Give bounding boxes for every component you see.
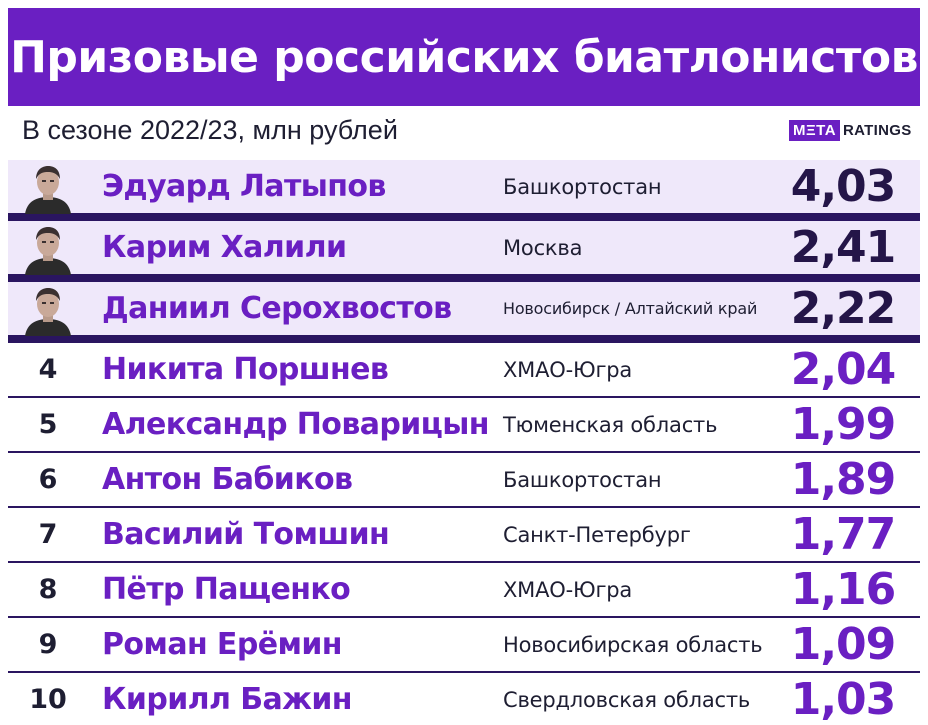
meta-ratings-logo: MΞTA RATINGS (789, 119, 912, 141)
prize-value: 2,04 (790, 344, 897, 395)
table-row: 9 Роман Ерёмин Новосибирская область 1,09 (8, 618, 920, 671)
athlete-photo (25, 288, 71, 336)
athlete-region: Санкт-Петербург (503, 522, 691, 547)
rank-number: 4 (38, 354, 58, 385)
athlete-name: Василий Томшин (102, 517, 390, 552)
rank-cell: 7 (8, 508, 88, 561)
athlete-name: Даниил Серохвостов (102, 291, 452, 326)
athlete-name: Антон Бабиков (102, 462, 353, 497)
row-divider (8, 335, 920, 343)
ranking-table: Эдуард Латыпов Башкортостан 4,03 Карим Хали… (8, 160, 920, 725)
rank-cell: 6 (8, 453, 88, 506)
row-divider (8, 671, 920, 673)
rank-number: 5 (38, 409, 58, 440)
prize-value: 2,22 (790, 283, 897, 334)
rank-number: 6 (38, 464, 58, 495)
row-divider (8, 396, 920, 398)
table-row: Карим Халили Москва 2,41 (8, 221, 920, 275)
rank-cell (8, 282, 88, 336)
row-divider (8, 213, 920, 221)
subtitle: В сезоне 2022/23, млн рублей (22, 115, 398, 145)
athlete-photo (25, 227, 71, 275)
prize-value: 1,89 (790, 454, 897, 505)
athlete-region: Тюменская область (503, 412, 718, 437)
table-row: 5 Александр Поварицын Тюменская область 1,9… (8, 398, 920, 451)
athlete-name: Роман Ерёмин (102, 627, 343, 662)
rank-cell: 4 (8, 343, 88, 396)
rank-cell: 5 (8, 398, 88, 451)
header-banner: Призовые российских биатлонистов (8, 8, 920, 106)
rank-cell (8, 160, 88, 214)
athlete-name: Карим Халили (102, 230, 347, 265)
rank-number: 9 (38, 629, 58, 660)
page-title: Призовые российских биатлонистов (10, 31, 918, 83)
row-divider (8, 506, 920, 508)
athlete-region: ХМАО-Югра (503, 357, 633, 382)
prize-value: 1,77 (790, 509, 897, 560)
athlete-name: Никита Поршнев (102, 352, 389, 387)
prize-value: 2,41 (790, 222, 897, 273)
prize-value: 1,99 (790, 399, 897, 450)
athlete-name: Пётр Пащенко (102, 572, 351, 607)
row-divider (8, 451, 920, 453)
table-row: 7 Василий Томшин Санкт-Петербург 1,77 (8, 508, 920, 561)
rank-cell: 9 (8, 618, 88, 671)
logo-mark: MΞTA (789, 119, 841, 141)
athlete-region: Москва (503, 235, 583, 260)
logo-text: RATINGS (843, 121, 912, 139)
table-row: 4 Никита Поршнев ХМАО-Югра 2,04 (8, 343, 920, 396)
athlete-region: Новосибирская область (503, 632, 763, 657)
athlete-name: Эдуард Латыпов (102, 169, 386, 204)
prize-value: 1,16 (790, 564, 897, 615)
table-row: 10 Кирилл Бажин Свердловская область 1,03 (8, 673, 920, 725)
athlete-region: Свердловская область (503, 687, 751, 712)
athlete-region: Башкортостан (503, 467, 662, 492)
table-row: 8 Пётр Пащенко ХМАО-Югра 1,16 (8, 563, 920, 616)
rank-cell: 8 (8, 563, 88, 616)
prize-value: 1,03 (790, 674, 897, 725)
rank-number: 7 (38, 519, 58, 550)
rank-cell (8, 221, 88, 275)
prize-value: 1,09 (790, 619, 897, 670)
athlete-region: ХМАО-Югра (503, 577, 633, 602)
rank-cell: 10 (8, 673, 88, 725)
row-divider (8, 561, 920, 563)
athlete-photo (25, 166, 71, 214)
row-divider (8, 616, 920, 618)
table-row: Даниил Серохвостов Новосибирск / Алтайски… (8, 282, 920, 336)
athlete-name: Александр Поварицын (102, 407, 490, 442)
table-row: 6 Антон Бабиков Башкортостан 1,89 (8, 453, 920, 506)
prize-value: 4,03 (790, 161, 897, 212)
athlete-name: Кирилл Бажин (102, 682, 353, 717)
athlete-region: Новосибирск / Алтайский край (503, 299, 758, 318)
rank-number: 10 (29, 684, 67, 715)
row-divider (8, 274, 920, 282)
athlete-region: Башкортостан (503, 174, 662, 199)
rank-number: 8 (38, 574, 58, 605)
table-row: Эдуард Латыпов Башкортостан 4,03 (8, 160, 920, 214)
